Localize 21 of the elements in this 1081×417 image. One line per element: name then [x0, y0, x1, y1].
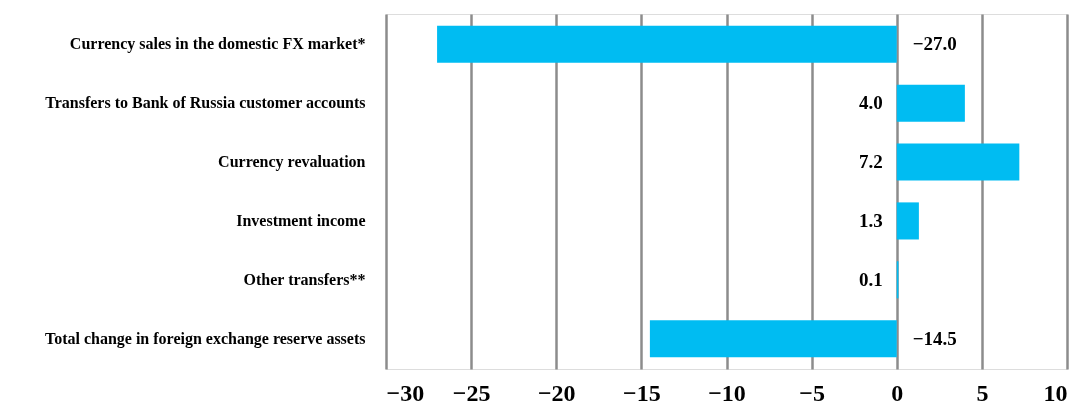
y-tick-label: Investment income: [236, 211, 366, 229]
x-tick-label: −10: [708, 379, 746, 406]
data-label: 7.2: [859, 151, 883, 173]
data-label: −14.5: [912, 327, 957, 349]
data-label: 1.3: [859, 209, 883, 231]
data-label: 0.1: [859, 268, 883, 290]
y-tick-label: Other transfers**: [243, 270, 366, 288]
y-tick-label: Currency sales in the domestic FX market*: [69, 35, 366, 54]
x-tick-label: 0: [891, 379, 904, 406]
x-tick-label: 10: [1043, 379, 1068, 406]
x-tick-label: −20: [537, 379, 576, 406]
x-tick-label: 5: [976, 379, 989, 406]
data-label: −27.0: [912, 33, 957, 55]
y-tick-label: Total change in foreign exchange reserve assets: [44, 329, 366, 348]
data-label: 4.0: [859, 92, 883, 114]
x-tick-label: −30: [386, 379, 425, 406]
x-tick-label: −5: [799, 379, 825, 406]
x-tick-label: −25: [452, 379, 491, 406]
y-tick-label: Currency revaluation: [218, 153, 366, 172]
x-tick-label: −15: [623, 379, 661, 406]
y-tick-label: Transfers to Bank of Russia customer accounts: [45, 94, 366, 112]
